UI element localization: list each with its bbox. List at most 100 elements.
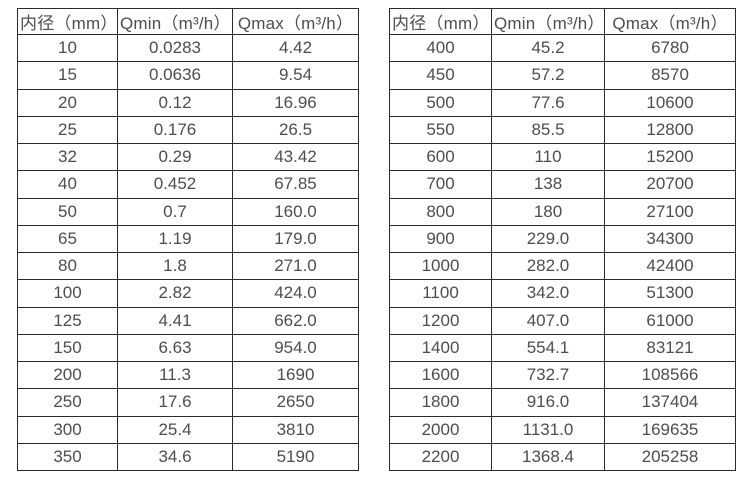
cell-qmin: 229.0 <box>491 224 605 254</box>
cell-diameter: 500 <box>389 88 492 117</box>
diameter-flow-table-small: 内径（mm） Qmin（m³/h） Qmax（m³/h） 10 0.0283 4.42 1… <box>17 8 359 472</box>
cell-qmax: 954.0 <box>232 333 359 363</box>
cell-diameter: 125 <box>17 306 118 335</box>
header-qmax: Qmax（m³/h） <box>604 8 736 35</box>
cell-qmin: 45.2 <box>491 33 605 63</box>
cell-qmin: 6.63 <box>117 333 233 363</box>
cell-qmin: 180 <box>491 197 605 226</box>
table-body: 10 0.0283 4.42 15 0.0636 9.54 20 0.12 16.96 25 0.1… <box>17 33 359 472</box>
cell-diameter: 400 <box>389 33 492 63</box>
table-row: 1000 282.0 42400 <box>389 251 736 281</box>
cell-diameter: 450 <box>389 61 492 90</box>
cell-qmin: 11.3 <box>117 360 233 390</box>
cell-qmin: 85.5 <box>491 115 605 145</box>
cell-qmin: 407.0 <box>491 306 605 335</box>
cell-diameter: 100 <box>17 279 118 308</box>
table-row: 250 17.6 2650 <box>17 388 359 417</box>
cell-diameter: 700 <box>389 170 492 199</box>
cell-qmin: 1.8 <box>117 251 233 281</box>
cell-qmax: 43.42 <box>232 142 359 172</box>
cell-qmin: 1.19 <box>117 224 233 254</box>
cell-diameter: 1100 <box>389 279 492 308</box>
cell-qmin: 57.2 <box>491 61 605 90</box>
table-row: 300 25.4 3810 <box>17 415 359 444</box>
cell-diameter: 1800 <box>389 388 492 417</box>
cell-qmax: 108566 <box>604 360 736 390</box>
cell-qmax: 179.0 <box>232 224 359 254</box>
cell-qmin: 0.29 <box>117 142 233 172</box>
diameter-flow-table-large: 内径（mm） Qmin（m³/h） Qmax（m³/h） 400 45.2 6780 45… <box>389 8 736 472</box>
cell-diameter: 250 <box>17 388 118 417</box>
cell-qmin: 1368.4 <box>491 442 605 472</box>
header-qmax: Qmax（m³/h） <box>232 8 359 35</box>
cell-qmax: 8570 <box>604 61 736 90</box>
table-row: 200 11.3 1690 <box>17 360 359 390</box>
table-row: 550 85.5 12800 <box>389 115 736 145</box>
cell-qmin: 0.0636 <box>117 61 233 90</box>
cell-qmax: 27100 <box>604 197 736 226</box>
cell-diameter: 200 <box>17 360 118 390</box>
cell-qmin: 0.7 <box>117 197 233 226</box>
cell-qmax: 5190 <box>232 442 359 472</box>
cell-qmin: 110 <box>491 142 605 172</box>
cell-diameter: 10 <box>17 33 118 63</box>
cell-qmax: 34300 <box>604 224 736 254</box>
cell-qmax: 20700 <box>604 170 736 199</box>
table-header-row: 内径（mm） Qmin（m³/h） Qmax（m³/h） <box>17 8 359 35</box>
cell-qmax: 9.54 <box>232 61 359 90</box>
table-row: 800 180 27100 <box>389 197 736 226</box>
cell-diameter: 1600 <box>389 360 492 390</box>
table-row: 350 34.6 5190 <box>17 442 359 472</box>
cell-qmax: 160.0 <box>232 197 359 226</box>
table-row: 900 229.0 34300 <box>389 224 736 254</box>
cell-qmin: 77.6 <box>491 88 605 117</box>
table-row: 2000 1131.0 169635 <box>389 415 736 444</box>
header-qmin: Qmin（m³/h） <box>117 8 233 35</box>
table-row: 125 4.41 662.0 <box>17 306 359 335</box>
table-row: 内径（mm） Qmin（m³/h） Qmax（m³/h） <box>17 8 359 35</box>
table-row: 80 1.8 271.0 <box>17 251 359 281</box>
cell-qmin: 0.0283 <box>117 33 233 63</box>
cell-qmax: 61000 <box>604 306 736 335</box>
cell-qmax: 83121 <box>604 333 736 363</box>
cell-diameter: 1400 <box>389 333 492 363</box>
cell-qmin: 0.452 <box>117 170 233 199</box>
cell-diameter: 2200 <box>389 442 492 472</box>
table-row: 1100 342.0 51300 <box>389 279 736 308</box>
cell-diameter: 350 <box>17 442 118 472</box>
cell-diameter: 65 <box>17 224 118 254</box>
table-row: 10 0.0283 4.42 <box>17 33 359 63</box>
cell-qmin: 138 <box>491 170 605 199</box>
cell-qmax: 12800 <box>604 115 736 145</box>
cell-qmax: 271.0 <box>232 251 359 281</box>
cell-qmin: 916.0 <box>491 388 605 417</box>
cell-qmin: 2.82 <box>117 279 233 308</box>
cell-diameter: 80 <box>17 251 118 281</box>
table-row: 700 138 20700 <box>389 170 736 199</box>
table-row: 1600 732.7 108566 <box>389 360 736 390</box>
table-row: 内径（mm） Qmin（m³/h） Qmax（m³/h） <box>389 8 736 35</box>
cell-qmin: 282.0 <box>491 251 605 281</box>
table-row: 2200 1368.4 205258 <box>389 442 736 472</box>
table-row: 15 0.0636 9.54 <box>17 61 359 90</box>
cell-qmax: 10600 <box>604 88 736 117</box>
cell-qmin: 4.41 <box>117 306 233 335</box>
table-row: 500 77.6 10600 <box>389 88 736 117</box>
cell-qmax: 16.96 <box>232 88 359 117</box>
cell-qmin: 17.6 <box>117 388 233 417</box>
cell-qmax: 205258 <box>604 442 736 472</box>
table-row: 1200 407.0 61000 <box>389 306 736 335</box>
cell-qmax: 3810 <box>232 415 359 444</box>
cell-diameter: 15 <box>17 61 118 90</box>
table-row: 40 0.452 67.85 <box>17 170 359 199</box>
cell-qmin: 342.0 <box>491 279 605 308</box>
table-row: 32 0.29 43.42 <box>17 142 359 172</box>
header-diameter: 内径（mm） <box>17 8 118 35</box>
cell-diameter: 150 <box>17 333 118 363</box>
cell-qmax: 42400 <box>604 251 736 281</box>
cell-qmin: 25.4 <box>117 415 233 444</box>
cell-qmax: 2650 <box>232 388 359 417</box>
table-row: 65 1.19 179.0 <box>17 224 359 254</box>
cell-qmax: 169635 <box>604 415 736 444</box>
